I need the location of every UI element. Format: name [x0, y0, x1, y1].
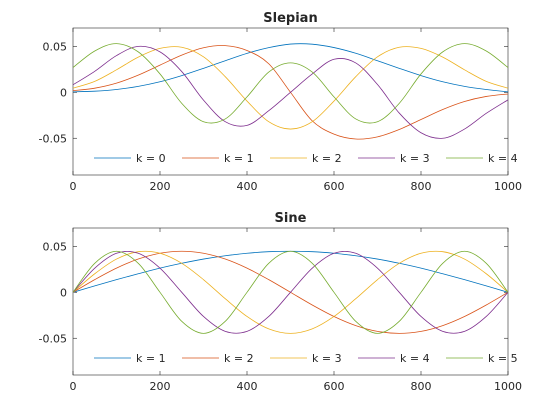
series-line-k0 — [73, 43, 508, 93]
legend-label: k = 3 — [312, 352, 342, 365]
y-tick-label: 0 — [60, 286, 67, 299]
y-tick-label: 0 — [60, 86, 67, 99]
x-tick-label: 400 — [237, 380, 258, 393]
x-tick-label: 600 — [324, 380, 345, 393]
legend-label: k = 4 — [400, 352, 430, 365]
x-tick-label: 400 — [237, 180, 258, 193]
series-line-k4 — [73, 251, 508, 334]
series-line-k3 — [73, 250, 508, 334]
legend-label: k = 1 — [224, 152, 254, 165]
legend-label: k = 1 — [136, 352, 166, 365]
legend-label: k = 2 — [312, 152, 342, 165]
legend-label: k = 4 — [488, 152, 518, 165]
x-tick-label: 200 — [150, 380, 171, 393]
x-tick-label: 800 — [411, 180, 432, 193]
plot-area — [72, 227, 509, 376]
x-tick-label: 0 — [70, 180, 77, 193]
plot-area — [72, 27, 509, 176]
x-tick-label: 1000 — [494, 380, 522, 393]
legend-label: k = 3 — [400, 152, 430, 165]
legend: k = 0 k = 1 k = 2 k = 3 k = 4 — [94, 152, 518, 165]
y-tick-label: -0.05 — [39, 132, 67, 145]
y-tick-label: -0.05 — [39, 332, 67, 345]
series-line-k3 — [73, 45, 508, 139]
chart-title: Sine — [275, 211, 307, 226]
series-line-k4 — [73, 43, 508, 124]
legend-label: k = 5 — [488, 352, 518, 365]
series-line-k5 — [73, 250, 508, 334]
chart-title: Slepian — [263, 11, 317, 26]
x-tick-label: 0 — [70, 380, 77, 393]
legend-label: k = 0 — [136, 152, 166, 165]
y-tick-label: 0.05 — [43, 240, 68, 253]
series-group — [73, 43, 508, 140]
series-line-k2 — [73, 46, 508, 130]
x-tick-label: 1000 — [494, 180, 522, 193]
legend: k = 1 k = 2 k = 3 k = 4 k = 5 — [94, 352, 518, 365]
y-tick-label: 0.05 — [43, 40, 68, 53]
series-group — [73, 250, 508, 334]
legend-label: k = 2 — [224, 352, 254, 365]
x-tick-label: 800 — [411, 380, 432, 393]
x-tick-label: 200 — [150, 180, 171, 193]
x-tick-label: 600 — [324, 180, 345, 193]
